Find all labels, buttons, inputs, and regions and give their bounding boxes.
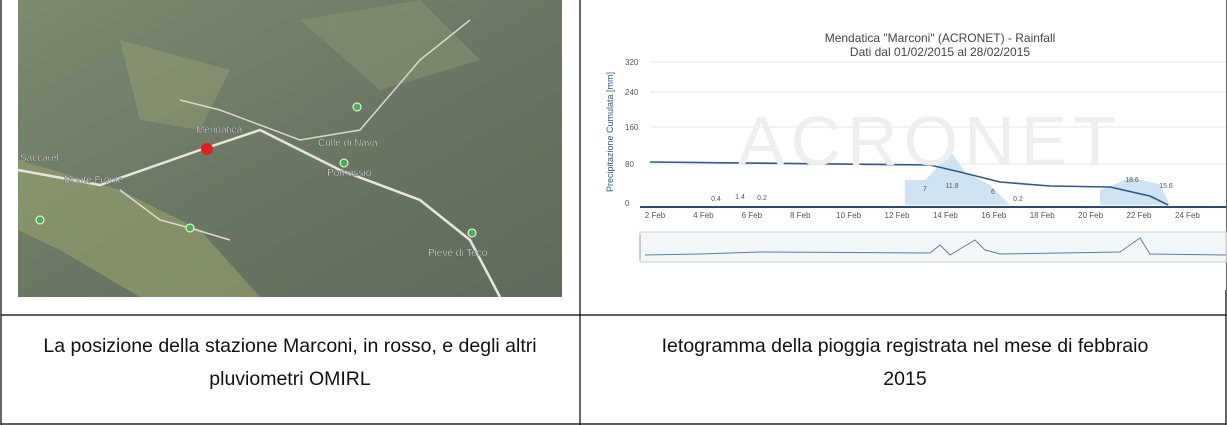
value-label: 0.2 (1013, 196, 1023, 203)
x-tick-label: 2 Feb (645, 211, 666, 220)
value-label: 0.4 (711, 196, 721, 203)
y-tick-label: 240 (625, 88, 639, 97)
x-tick-label: 10 Feb (836, 211, 861, 220)
value-label: 0.2 (757, 195, 767, 202)
chart-subtitle: Dati dal 01/02/2015 al 28/02/2015 (850, 45, 1030, 59)
x-tick-label: 20 Feb (1078, 211, 1103, 220)
map-label: Saccarel (20, 153, 59, 164)
x-tick-label: 4 Feb (693, 211, 714, 220)
x-tick-label: 12 Feb (885, 211, 910, 220)
map-label: Mendatica (196, 125, 243, 136)
y-axis-label: Precipitazione Cumulata [mm] (605, 72, 615, 192)
x-tick-label: 6 Feb (742, 211, 763, 220)
watermark: ACRONET (738, 102, 1122, 180)
map-label: Pieve di Teco (428, 248, 488, 259)
value-label: 6 (991, 189, 995, 196)
chart-title: Mendatica "Marconi" (ACRONET) - Rainfall (825, 31, 1056, 45)
y-tick-label: 320 (625, 58, 639, 67)
value-label: 15.6 (1159, 183, 1173, 190)
x-tick-label: 8 Feb (790, 211, 811, 220)
caption-right: Ietogramma della pioggia registrata nel … (650, 330, 1160, 396)
map-label: Monte Fronte (64, 175, 124, 186)
value-label: 7 (923, 186, 927, 193)
y-tick-label: 80 (625, 160, 634, 169)
document: Colle di Nava Mendatica Pornassio Saccarel M… (0, 0, 1227, 425)
caption-left: La posizione della stazione Marconi, in … (40, 330, 540, 396)
x-tick-label: 16 Feb (981, 211, 1006, 220)
value-label: 1.4 (735, 194, 745, 201)
value-label: 18.6 (1125, 177, 1139, 184)
y-tick-label: 160 (625, 123, 639, 132)
x-tick-label: 18 Feb (1030, 211, 1055, 220)
map-label: Pornassio (327, 168, 372, 179)
x-tick-label: 22 Feb (1127, 211, 1152, 220)
value-label: 11.8 (945, 183, 958, 190)
y-tick-label: 0 (625, 199, 630, 208)
x-tick-label: 24 Feb (1175, 211, 1200, 220)
map-label: Colle di Nava (318, 138, 378, 149)
x-tick-label: 14 Feb (933, 211, 958, 220)
